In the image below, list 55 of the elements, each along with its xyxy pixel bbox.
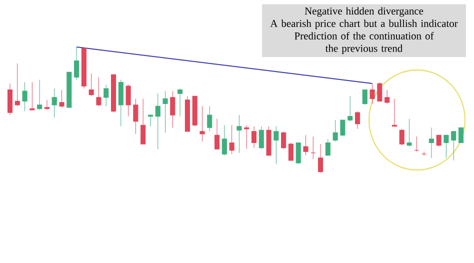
candlestick — [96, 76, 102, 106]
candlestick — [406, 118, 412, 147]
candlestick — [207, 106, 212, 132]
candlestick — [162, 90, 168, 133]
candlestick — [348, 96, 353, 122]
candlestick — [384, 90, 390, 104]
candlestick — [14, 63, 20, 106]
candlestick — [59, 90, 64, 108]
candlestick — [458, 127, 464, 144]
candlestick — [428, 127, 434, 158]
candlestick — [370, 83, 375, 104]
candlestick — [325, 138, 330, 156]
candlestick — [362, 90, 368, 106]
text: A bearish price chart but a bullish indicator — [270, 20, 458, 30]
candlestick — [7, 83, 13, 116]
candlestick — [155, 93, 160, 150]
candlestick — [332, 120, 338, 142]
candlestick — [214, 118, 220, 150]
candlestick — [274, 126, 279, 164]
candlestick — [236, 114, 242, 154]
candlestick — [52, 88, 57, 118]
candlestick — [118, 80, 124, 127]
candlestick — [178, 88, 183, 117]
candlestick — [44, 100, 50, 110]
candlestick — [30, 82, 35, 110]
candlestick — [288, 142, 294, 161]
candlestick — [104, 84, 109, 106]
candlestick — [399, 128, 404, 146]
annotation: the previous trend — [325, 44, 403, 54]
candlestick — [148, 114, 153, 127]
candlestick — [88, 73, 94, 96]
candlestick — [170, 90, 176, 128]
candlestick — [140, 98, 146, 144]
candlestick — [126, 84, 131, 117]
candlestick — [340, 120, 346, 137]
candlestick — [318, 144, 324, 174]
candlestick — [451, 131, 456, 161]
candlestick — [296, 142, 301, 164]
candlestick — [37, 80, 42, 110]
candlestick — [258, 126, 264, 150]
candlestick — [22, 82, 28, 112]
candlestick — [444, 134, 449, 158]
text: Prediction of the continuation of — [294, 32, 434, 40]
candlestick — [251, 126, 257, 148]
candlestick — [281, 131, 286, 150]
candlestick — [222, 124, 227, 156]
candlestick — [133, 98, 138, 134]
candlestick — [229, 124, 234, 154]
candlestick — [74, 46, 80, 80]
candlestick — [303, 134, 308, 156]
candlestick — [436, 134, 442, 147]
chart-title: Negative hidden divergance — [304, 7, 424, 17]
candlestick — [377, 82, 382, 102]
candlestick — [200, 106, 205, 142]
candlestick — [354, 111, 360, 130]
